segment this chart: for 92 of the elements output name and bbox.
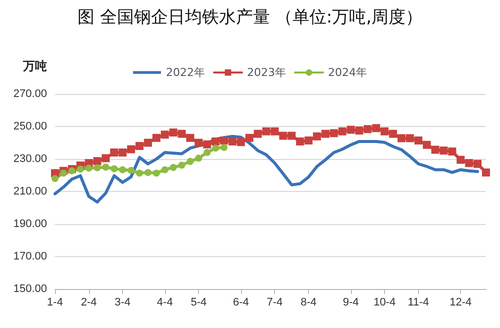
- point: [169, 128, 178, 137]
- y-tick-label: 210.00: [13, 186, 47, 198]
- point: [170, 164, 177, 171]
- point: [220, 144, 228, 151]
- point: [195, 154, 202, 162]
- point: [94, 164, 101, 172]
- point: [60, 170, 67, 177]
- point: [119, 166, 126, 174]
- point: [414, 136, 422, 144]
- y-axis-title: 万吨: [22, 59, 47, 73]
- point: [220, 136, 228, 144]
- point: [160, 130, 169, 139]
- point: [76, 166, 84, 173]
- point: [212, 144, 220, 152]
- x-tick-label: 10-4: [374, 296, 396, 308]
- point: [212, 137, 220, 146]
- point: [440, 146, 448, 155]
- point: [186, 134, 194, 142]
- point: [346, 126, 355, 134]
- point: [118, 148, 127, 156]
- point: [355, 126, 364, 135]
- point: [144, 168, 152, 176]
- point: [152, 170, 160, 177]
- y-tick-label: 170.00: [13, 250, 47, 262]
- point: [52, 175, 58, 182]
- point: [465, 159, 474, 168]
- point: [178, 162, 186, 169]
- point: [110, 148, 118, 156]
- point: [102, 164, 110, 171]
- x-tick-label: 3-4: [114, 296, 131, 308]
- point: [397, 134, 406, 142]
- point: [245, 134, 254, 142]
- point: [254, 130, 262, 138]
- y-tick-label: 250.00: [13, 120, 47, 132]
- point: [431, 146, 440, 154]
- point: [194, 138, 203, 147]
- point: [364, 125, 372, 134]
- point: [144, 138, 152, 147]
- point: [85, 164, 92, 172]
- point: [279, 132, 288, 140]
- legend-label: 2023年: [247, 66, 286, 79]
- point: [321, 130, 330, 138]
- point: [456, 156, 465, 164]
- legend-label: 2022年: [166, 66, 206, 79]
- legend-label: 2024年: [328, 66, 367, 79]
- point: [110, 165, 118, 172]
- point: [152, 134, 160, 142]
- point: [93, 157, 102, 166]
- x-tick-label: 9-4: [342, 296, 359, 308]
- point: [161, 166, 168, 174]
- point: [236, 138, 245, 146]
- line-series: [54, 134, 480, 204]
- point: [262, 127, 270, 136]
- point: [203, 140, 212, 148]
- point: [102, 154, 110, 162]
- point: [136, 142, 144, 150]
- point: [128, 166, 135, 174]
- x-tick-label: 1-4: [47, 296, 63, 308]
- point: [372, 124, 380, 132]
- chart-title: 图 全国钢企日均铁水产量 （单位:万吨,周度）: [78, 8, 422, 28]
- point: [474, 160, 482, 168]
- x-tick-label: 12-4: [450, 296, 472, 308]
- point: [312, 132, 321, 140]
- point: [178, 130, 186, 138]
- point: [330, 129, 338, 138]
- point: [422, 140, 431, 149]
- x-tick-label: 5-4: [190, 296, 207, 308]
- y-tick-label: 270.00: [13, 88, 47, 100]
- point: [228, 137, 236, 146]
- point: [204, 149, 211, 156]
- point: [389, 130, 398, 138]
- x-tick-label: 6-4: [232, 296, 249, 308]
- point: [186, 158, 194, 165]
- y-tick-label: 150.00: [13, 283, 47, 295]
- x-tick-label: 7-4: [266, 296, 283, 308]
- point: [380, 127, 389, 136]
- point: [136, 170, 144, 177]
- x-tick-label: 4-4: [156, 296, 173, 308]
- x-tick-label: 2-4: [80, 296, 97, 308]
- point: [127, 145, 136, 154]
- point: [482, 168, 490, 176]
- point: [270, 127, 279, 136]
- y-tick-label: 230.00: [13, 153, 47, 165]
- x-tick-label: 11-4: [408, 296, 429, 308]
- point: [304, 136, 313, 144]
- point: [338, 127, 346, 136]
- point: [448, 148, 456, 156]
- point: [406, 134, 414, 142]
- x-tick-label: 8-4: [300, 296, 316, 308]
- point: [296, 137, 304, 146]
- y-tick-label: 190.00: [13, 218, 47, 230]
- point: [288, 132, 296, 140]
